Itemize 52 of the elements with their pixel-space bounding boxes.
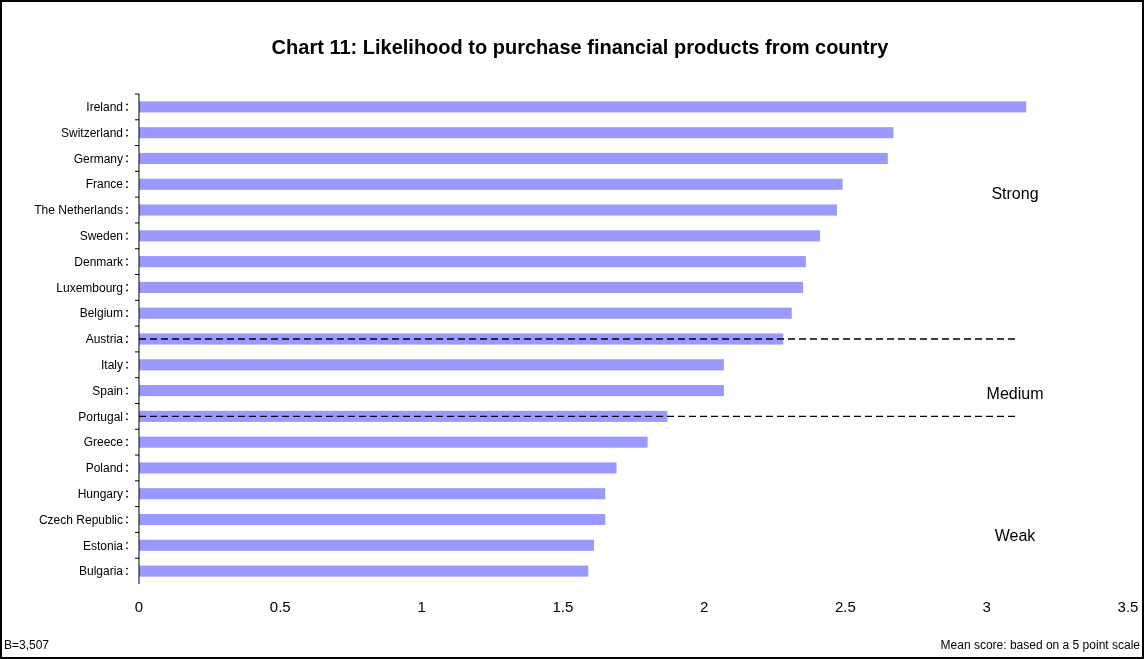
bar — [139, 127, 894, 139]
y-tick-label: The Netherlands — [34, 203, 123, 218]
bar — [139, 488, 606, 500]
bar — [139, 436, 648, 448]
x-tick-label: 1.5 — [552, 598, 574, 615]
y-tick-label: Ireland — [86, 100, 123, 115]
y-tick-label: Estonia — [82, 538, 124, 553]
x-tick-label: 2.5 — [835, 598, 856, 615]
chart-title: Chart 11: Likelihood to purchase financial products from country — [271, 36, 890, 58]
bar — [139, 513, 606, 526]
annotation: Strong — [991, 184, 1039, 202]
bar — [139, 539, 594, 551]
y-tick-label: Denmark — [74, 254, 124, 269]
bar — [139, 178, 843, 190]
bar — [139, 152, 888, 165]
x-tick-label: 3.5 — [1117, 598, 1139, 615]
y-tick-label: Spain — [92, 383, 123, 398]
bar — [139, 204, 837, 216]
bar — [139, 565, 589, 577]
bar — [139, 462, 617, 474]
y-tick-label: Bulgaria — [78, 564, 124, 579]
y-tick-label: Czech Republic — [38, 512, 123, 527]
y-tick-label: Austria — [85, 332, 124, 347]
bar — [139, 333, 784, 345]
bar — [139, 256, 806, 268]
bar — [139, 385, 724, 397]
x-tick-label: 0 — [134, 598, 144, 615]
text: Mean score: based on a 5 point scale — [940, 638, 1141, 652]
y-tick-label: Germany — [73, 151, 123, 166]
bar — [139, 281, 804, 293]
y-tick-label: Greece — [83, 435, 124, 450]
y-tick-label: Hungary — [77, 486, 123, 501]
y-tick-label: Italy — [100, 357, 123, 372]
annotation: Medium — [986, 384, 1044, 402]
x-tick-label: 0.5 — [269, 598, 291, 615]
y-tick-label: Poland — [85, 461, 123, 476]
annotation: Weak — [994, 526, 1037, 544]
y-tick-label: Luxembourg — [56, 280, 123, 295]
y-tick-label: Switzerland — [60, 125, 123, 140]
y-tick-label: Belgium — [79, 306, 123, 321]
text: B=3,507 — [4, 638, 50, 652]
y-tick-label: Sweden — [79, 229, 123, 244]
y-tick-label: Portugal — [78, 409, 123, 424]
x-tick-label: 1 — [417, 598, 426, 615]
bar — [139, 359, 724, 371]
bar — [139, 307, 792, 319]
bar — [139, 230, 820, 242]
bar — [139, 101, 1027, 113]
bar — [139, 410, 668, 422]
x-tick-label: 3 — [982, 598, 991, 615]
x-tick-label: 2 — [699, 598, 709, 615]
y-tick-label: France — [85, 177, 124, 192]
